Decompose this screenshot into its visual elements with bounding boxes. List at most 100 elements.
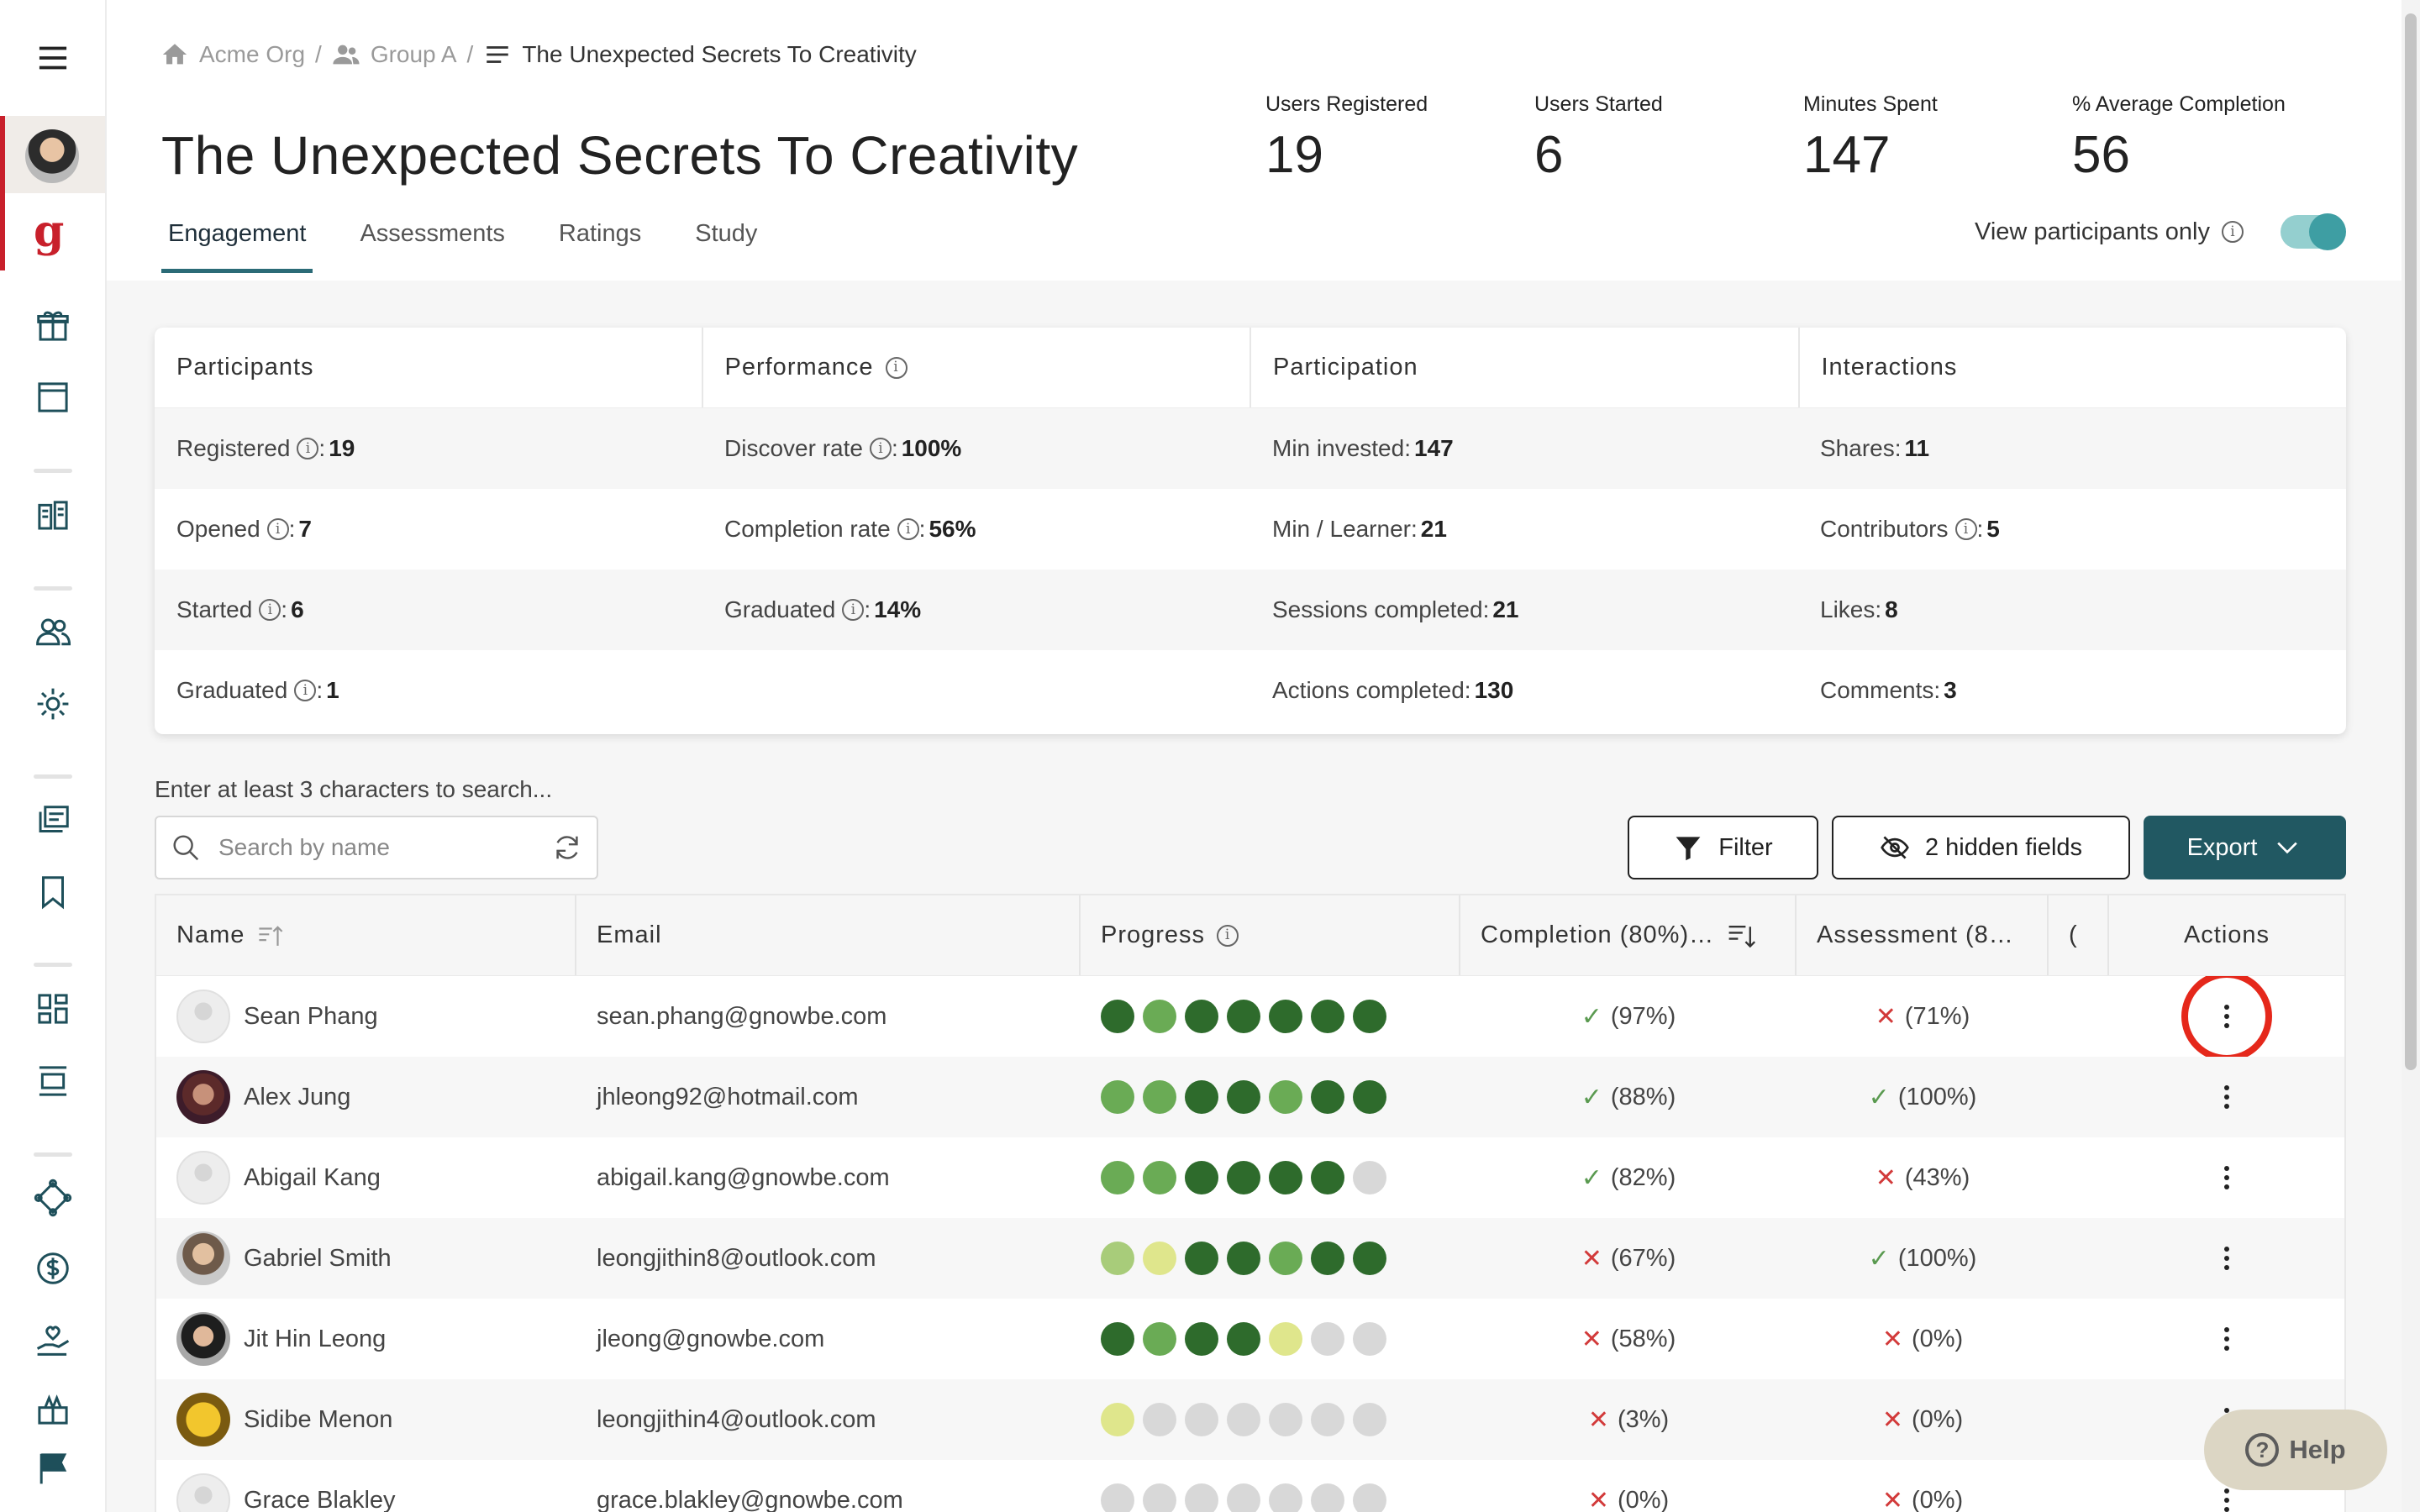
- more-actions-icon[interactable]: [2218, 1327, 2235, 1351]
- tab-study[interactable]: Study: [695, 220, 758, 247]
- progress-dot[interactable]: [1185, 1080, 1218, 1114]
- more-actions-icon[interactable]: [2218, 1085, 2235, 1109]
- table-row[interactable]: Abigail Kang abigail.kang@gnowbe.com ✓ (82%…: [156, 1137, 2344, 1218]
- progress-dot[interactable]: [1227, 1322, 1260, 1356]
- more-actions-icon[interactable]: [2218, 1247, 2235, 1270]
- progress-dot[interactable]: [1311, 1322, 1344, 1356]
- progress-dot[interactable]: [1269, 1000, 1302, 1033]
- progress-dot[interactable]: [1353, 1322, 1386, 1356]
- progress-dot[interactable]: [1311, 1403, 1344, 1436]
- view-participants-toggle[interactable]: [2281, 213, 2346, 250]
- progress-dot[interactable]: [1269, 1080, 1302, 1114]
- export-button[interactable]: Export: [2144, 816, 2346, 879]
- hamburger-menu-icon[interactable]: [0, 22, 105, 94]
- info-icon[interactable]: i: [1217, 924, 1239, 947]
- refresh-icon[interactable]: [551, 832, 583, 864]
- progress-dot[interactable]: [1269, 1161, 1302, 1194]
- progress-dot[interactable]: [1353, 1403, 1386, 1436]
- dollar-icon[interactable]: [0, 1232, 105, 1305]
- progress-dot[interactable]: [1101, 1080, 1134, 1114]
- table-row[interactable]: Jit Hin Leong jleong@gnowbe.com ✕ (58%) ✕ (0%…: [156, 1299, 2344, 1379]
- page-scrollbar[interactable]: [2402, 0, 2420, 1512]
- progress-dot[interactable]: [1143, 1080, 1176, 1114]
- info-icon[interactable]: i: [897, 518, 919, 540]
- column-header-completion[interactable]: Completion (80%)…: [1460, 895, 1797, 975]
- gift-icon[interactable]: [0, 290, 105, 362]
- progress-dot[interactable]: [1101, 1322, 1134, 1356]
- progress-dot[interactable]: [1185, 1483, 1218, 1512]
- progress-dot[interactable]: [1227, 1483, 1260, 1512]
- heart-hand-icon[interactable]: [0, 1303, 105, 1375]
- progress-dot[interactable]: [1311, 1080, 1344, 1114]
- participant-name[interactable]: Sidibe Menon: [244, 1405, 393, 1433]
- more-actions-icon[interactable]: [2218, 1166, 2235, 1189]
- progress-dot[interactable]: [1353, 1242, 1386, 1275]
- progress-dot[interactable]: [1227, 1403, 1260, 1436]
- progress-dot[interactable]: [1185, 1242, 1218, 1275]
- progress-dot[interactable]: [1353, 1000, 1386, 1033]
- progress-dot[interactable]: [1227, 1161, 1260, 1194]
- info-icon[interactable]: i: [294, 680, 317, 701]
- progress-dot[interactable]: [1143, 1483, 1176, 1512]
- info-icon[interactable]: i: [869, 438, 892, 459]
- participant-name[interactable]: Abigail Kang: [244, 1163, 381, 1191]
- progress-dot[interactable]: [1101, 1161, 1134, 1194]
- gear-icon[interactable]: [0, 668, 105, 740]
- info-icon[interactable]: i: [1954, 518, 1977, 540]
- progress-dot[interactable]: [1353, 1483, 1386, 1512]
- info-icon[interactable]: i: [259, 599, 281, 621]
- progress-dot[interactable]: [1185, 1322, 1218, 1356]
- flag-icon[interactable]: [0, 1432, 105, 1504]
- info-icon[interactable]: i: [266, 518, 289, 540]
- progress-dot[interactable]: [1311, 1483, 1344, 1512]
- progress-dot[interactable]: [1227, 1000, 1260, 1033]
- library-icon[interactable]: [0, 785, 105, 858]
- column-header-email[interactable]: Email: [576, 895, 1081, 975]
- more-actions-icon[interactable]: [2218, 1488, 2235, 1512]
- info-icon[interactable]: i: [885, 356, 908, 379]
- search-input[interactable]: Search by name: [155, 816, 598, 879]
- progress-dot[interactable]: [1143, 1242, 1176, 1275]
- filter-button[interactable]: Filter: [1628, 816, 1818, 879]
- users-icon[interactable]: [0, 596, 105, 669]
- window-icon[interactable]: [0, 361, 105, 433]
- progress-dot[interactable]: [1353, 1161, 1386, 1194]
- participant-name[interactable]: Grace Blakley: [244, 1486, 396, 1512]
- participant-name[interactable]: Jit Hin Leong: [244, 1325, 387, 1352]
- info-icon[interactable]: i: [2222, 221, 2244, 243]
- progress-dot[interactable]: [1227, 1242, 1260, 1275]
- sort-icon[interactable]: [256, 921, 285, 950]
- table-row[interactable]: Sean Phang sean.phang@gnowbe.com ✓ (97%) ✕ (7…: [156, 976, 2344, 1057]
- table-row[interactable]: Alex Jung jhleong92@hotmail.com ✓ (88%) ✓ (10…: [156, 1057, 2344, 1137]
- hidden-fields-button[interactable]: 2 hidden fields: [1832, 816, 2130, 879]
- progress-dot[interactable]: [1311, 1242, 1344, 1275]
- layout-icon[interactable]: [0, 1045, 105, 1117]
- participant-name[interactable]: Alex Jung: [244, 1083, 351, 1110]
- brand-logo[interactable]: g: [34, 206, 65, 257]
- user-avatar[interactable]: [25, 129, 79, 183]
- progress-dot[interactable]: [1101, 1000, 1134, 1033]
- participant-name[interactable]: Sean Phang: [244, 1002, 378, 1030]
- integration-icon[interactable]: [0, 1162, 105, 1234]
- progress-dot[interactable]: [1185, 1000, 1218, 1033]
- progress-dot[interactable]: [1269, 1242, 1302, 1275]
- progress-dot[interactable]: [1101, 1403, 1134, 1436]
- info-icon[interactable]: i: [297, 438, 319, 459]
- table-row[interactable]: Sidibe Menon leongjithin4@outlook.com ✕ (3%…: [156, 1379, 2344, 1460]
- progress-dot[interactable]: [1143, 1403, 1176, 1436]
- bookmark-icon[interactable]: [0, 856, 105, 928]
- dashboard-icon[interactable]: [0, 973, 105, 1045]
- column-header-progress[interactable]: Progress i: [1081, 895, 1460, 975]
- column-header-assessment[interactable]: Assessment (8…: [1797, 895, 2049, 975]
- help-button[interactable]: ? Help: [2204, 1410, 2387, 1490]
- more-actions-icon[interactable]: [2218, 1005, 2235, 1028]
- column-header-name[interactable]: Name: [156, 895, 576, 975]
- progress-dot[interactable]: [1353, 1080, 1386, 1114]
- progress-dot[interactable]: [1269, 1322, 1302, 1356]
- column-header-truncated[interactable]: (: [2049, 895, 2109, 975]
- tab-assessments[interactable]: Assessments: [360, 220, 505, 247]
- progress-dot[interactable]: [1185, 1403, 1218, 1436]
- progress-dot[interactable]: [1269, 1483, 1302, 1512]
- participant-name[interactable]: Gabriel Smith: [244, 1244, 392, 1272]
- table-row[interactable]: Gabriel Smith leongjithin8@outlook.com ✕ (6…: [156, 1218, 2344, 1299]
